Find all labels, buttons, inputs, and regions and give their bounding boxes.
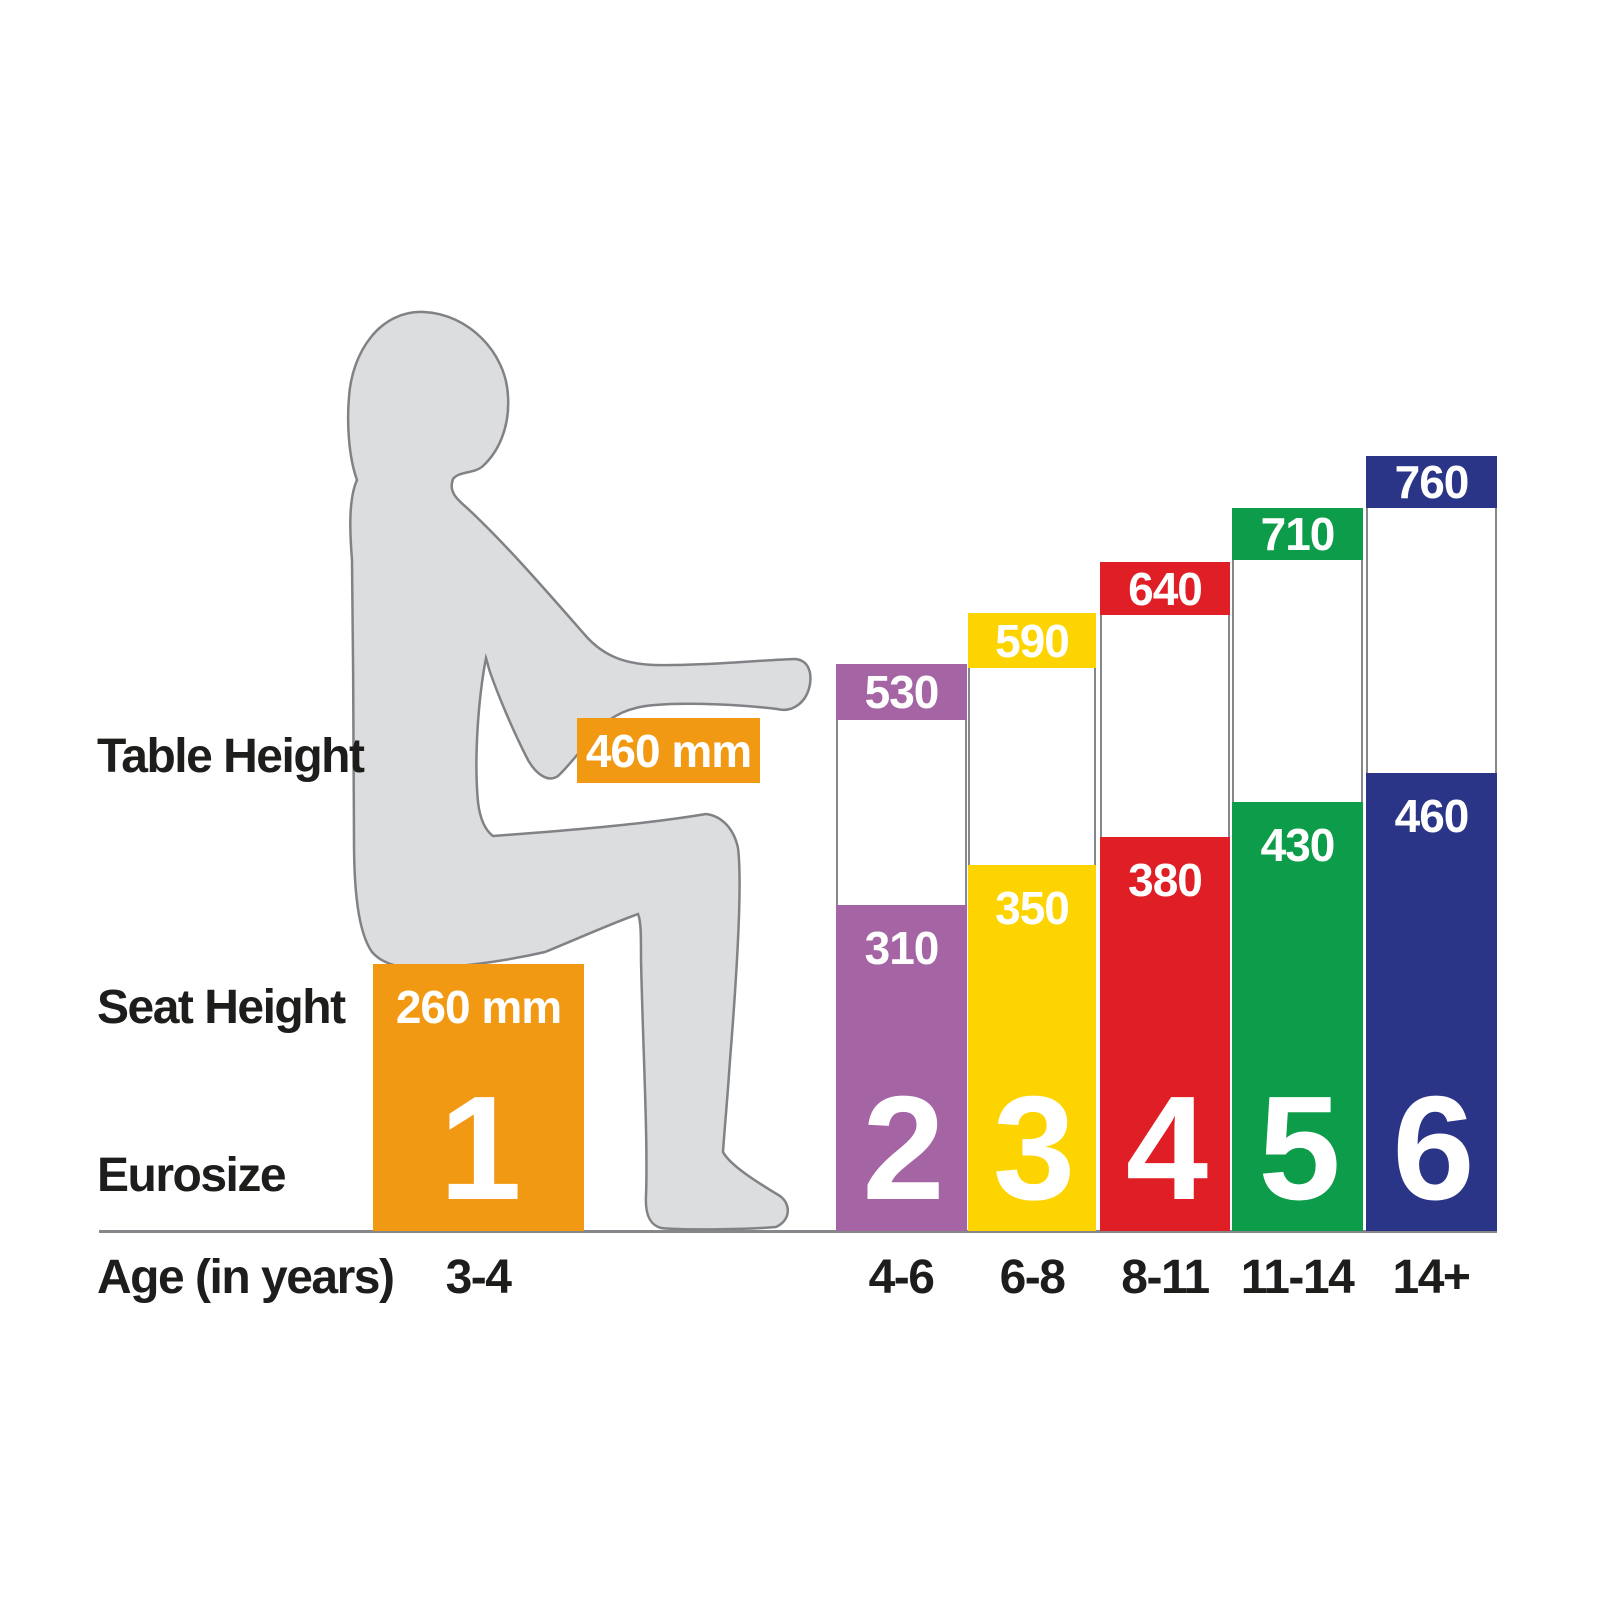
seat-height-value-size6: 460: [1394, 790, 1470, 842]
table-height-block-size6: 760: [1366, 456, 1497, 508]
eurosize-number-4: 4: [1125, 1066, 1208, 1231]
column-gap-size4: [1100, 615, 1230, 837]
eurosize-number-1: 1: [439, 1066, 521, 1231]
table-height-block-size1: 460 mm: [577, 718, 760, 783]
table-height-value-size5: 710: [1260, 508, 1336, 560]
floor-baseline: [99, 1230, 1497, 1233]
age-label-size6: 14+: [1392, 1251, 1471, 1304]
age-label-size4: 8-11: [1121, 1251, 1210, 1304]
table-height-block-size2: 530: [836, 664, 967, 720]
table-height-row-label: Table Height: [97, 730, 365, 783]
seat-block-size5: 430 5: [1232, 802, 1363, 1231]
silhouette-path: [346, 310, 812, 1231]
seat-height-value-size1: 260 mm: [395, 981, 562, 1033]
age-label-size5: 11-14: [1240, 1251, 1355, 1304]
seat-block-size4: 380 4: [1100, 837, 1230, 1231]
column-gap-size3: [968, 668, 1096, 865]
age-label-size3: 6-8: [999, 1251, 1066, 1304]
table-height-value-size1: 460 mm: [585, 724, 752, 777]
column-gap-size6: [1366, 508, 1497, 773]
seat-height-value-size5: 430: [1260, 819, 1336, 871]
age-row-label: Age (in years): [97, 1251, 395, 1304]
seat-block-size1: 260 mm 1: [373, 964, 584, 1231]
table-height-block-size3: 590: [968, 613, 1096, 668]
eurosize-number-2: 2: [862, 1066, 944, 1231]
table-height-value-size2: 530: [864, 666, 940, 718]
seat-block-size3: 350 3: [968, 865, 1096, 1231]
column-gap-size5: [1232, 560, 1363, 802]
column-gap-size2: [836, 720, 967, 905]
seat-block-size6: 460 6: [1366, 773, 1497, 1231]
eurosize-number-5: 5: [1258, 1066, 1340, 1231]
seat-height-value-size4: 380: [1128, 854, 1203, 906]
eurosize-number-6: 6: [1392, 1066, 1474, 1231]
seat-height-row-label: Seat Height: [97, 981, 346, 1034]
seat-height-value-size3: 350: [995, 882, 1070, 934]
table-height-value-size3: 590: [995, 614, 1070, 667]
table-height-block-size4: 640: [1100, 562, 1230, 615]
seat-height-value-size2: 310: [864, 922, 940, 974]
age-label-size1: 3-4: [445, 1251, 512, 1304]
table-height-value-size4: 640: [1128, 562, 1203, 615]
age-label-size2: 4-6: [868, 1251, 935, 1304]
eurosize-row-label: Eurosize: [97, 1149, 287, 1202]
table-height-value-size6: 760: [1394, 456, 1470, 508]
eurosize-number-3: 3: [992, 1066, 1075, 1231]
table-height-block-size5: 710: [1232, 508, 1363, 560]
seat-block-size2: 310 2: [836, 905, 967, 1231]
